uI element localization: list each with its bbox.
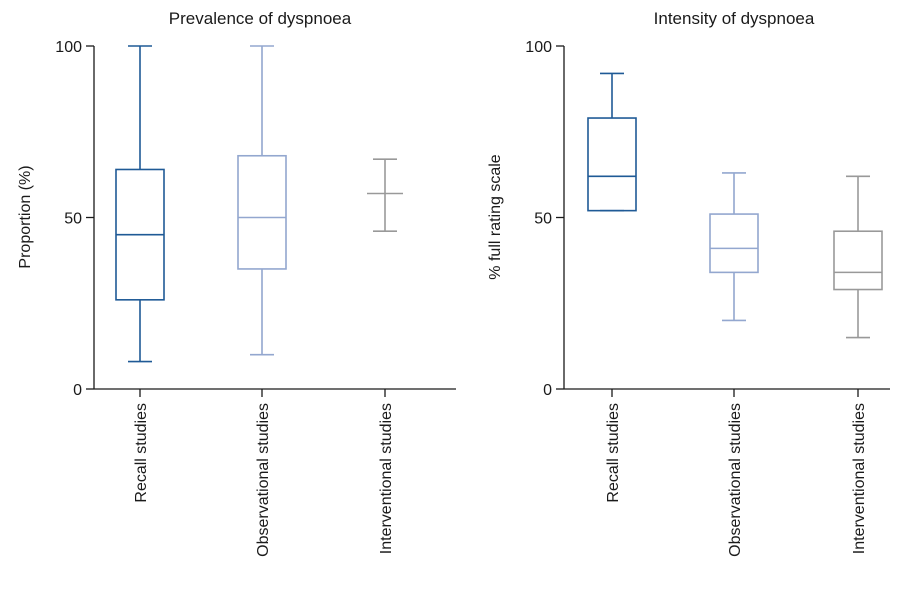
y-axis-label: % full rating scale [487,154,504,279]
chart-title: Prevalence of dyspnoea [169,9,352,28]
axes [93,46,456,397]
y-tick-label: 50 [534,211,552,228]
x-category-label: Interventional studies [851,403,868,554]
y-tick-label: 0 [543,382,552,399]
x-category-label: Recall studies [605,403,622,503]
boxes [587,72,883,339]
category-labels: Recall studies Observational studies Inter… [605,403,868,557]
iqr-box [833,230,883,291]
category-labels: Recall studies Observational studies Inter… [133,403,395,557]
y-tick-label: 50 [64,211,82,228]
x-category-label: Recall studies [133,403,150,503]
y-tick-label: 100 [55,39,82,56]
y-axis-label: Proportion (%) [17,165,34,268]
x-category-label: Observational studies [727,403,744,557]
y-ticks: 0 50 100 [525,39,564,399]
axes [563,46,890,397]
iqr-box [237,154,287,270]
boxes [115,45,403,363]
box-recall-studies [587,72,637,212]
box-observational-studies [709,172,759,322]
y-ticks: 0 50 100 [55,39,94,399]
y-tick-label: 100 [525,39,552,56]
box-interventional-studies [833,175,883,339]
y-tick-label: 0 [73,382,82,399]
iqr-box [709,213,759,274]
x-category-label: Observational studies [255,403,272,557]
panel-intensity: Intensity of dyspnoea % full rating scal… [487,9,890,557]
chart-title: Intensity of dyspnoea [654,9,815,28]
box-recall-studies [115,45,165,363]
box-observational-studies [237,45,287,356]
box-interventional-studies [367,158,403,233]
iqr-box [587,117,637,212]
x-category-label: Interventional studies [378,403,395,554]
panel-prevalence: Prevalence of dyspnoea Proportion (%) 0 5… [17,9,456,557]
